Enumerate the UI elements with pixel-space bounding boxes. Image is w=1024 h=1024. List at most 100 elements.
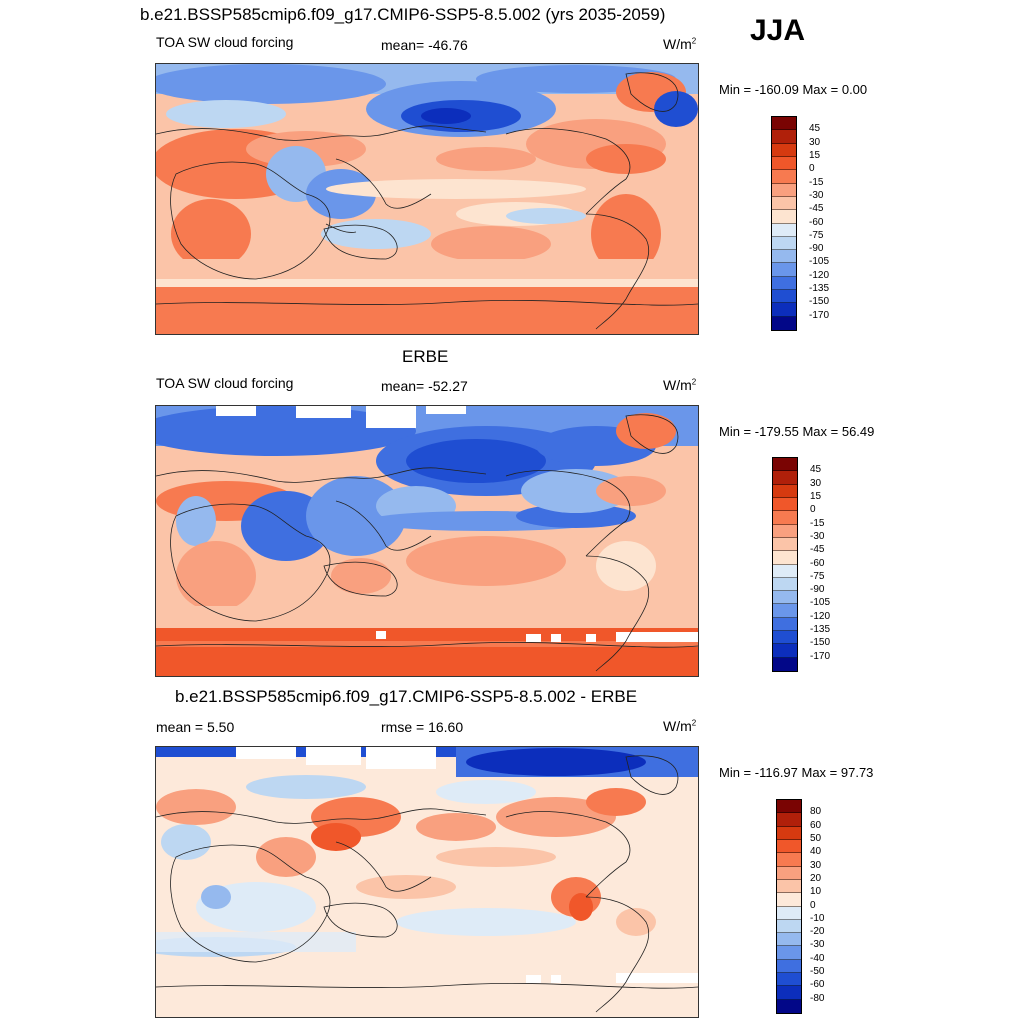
colorbar-swatch <box>777 839 801 854</box>
colorbar-tick-label: -40 <box>810 952 825 964</box>
panel1-units: W/m2 <box>663 36 697 52</box>
colorbar-tick-label: -60 <box>810 557 825 569</box>
colorbar-tick-label: 50 <box>810 832 822 844</box>
colorbar-swatch <box>772 276 796 291</box>
panel3-rmse: rmse = 16.60 <box>381 719 464 735</box>
season-label: JJA <box>750 14 806 47</box>
colorbar-swatch <box>777 986 801 1000</box>
colorbar-swatch <box>772 210 796 224</box>
colorbar-tick-label: -15 <box>809 176 824 188</box>
panel1-variable: TOA SW cloud forcing <box>156 34 294 50</box>
panel2-colorbar-labels: 45 30 15 0 -15 -30 -45 -60 -75 -90 -105 -120 -135 -15… <box>810 457 850 670</box>
panel3-minmax: Min = -116.97 Max = 97.73 <box>719 765 874 780</box>
colorbar-swatch <box>772 236 796 251</box>
colorbar-tick-label: -50 <box>810 966 825 978</box>
colorbar-swatch <box>777 853 801 867</box>
colorbar-tick-label: -105 <box>809 256 830 268</box>
colorbar-tick-label: -120 <box>810 610 831 622</box>
colorbar-tick-label: 45 <box>810 464 822 476</box>
colorbar-tick-label: 0 <box>809 163 815 175</box>
colorbar-tick-label: 40 <box>810 846 822 858</box>
colorbar-tick-label: -45 <box>810 544 825 556</box>
colorbar-tick-label: -150 <box>809 296 830 308</box>
colorbar-swatch <box>773 511 797 525</box>
colorbar-swatch <box>777 933 801 947</box>
colorbar-swatch <box>773 657 797 671</box>
colorbar-tick-label: -30 <box>810 939 825 951</box>
colorbar-swatch <box>773 551 797 565</box>
panel1-map-field <box>156 64 698 334</box>
colorbar-tick-label: 20 <box>810 872 822 884</box>
colorbar-swatch <box>777 879 801 894</box>
colorbar-swatch <box>772 263 796 277</box>
colorbar-swatch <box>777 826 801 840</box>
colorbar-swatch <box>772 156 796 171</box>
colorbar-tick-label: -105 <box>810 597 831 609</box>
colorbar-tick-label: 0 <box>810 504 816 516</box>
colorbar-swatch <box>777 919 801 934</box>
colorbar-tick-label: -10 <box>810 912 825 924</box>
panel3-map <box>155 746 699 1018</box>
colorbar-tick-label: -90 <box>810 584 825 596</box>
colorbar-tick-label: 60 <box>810 819 822 831</box>
colorbar-tick-label: -60 <box>809 216 824 228</box>
colorbar-swatch <box>777 866 801 880</box>
colorbar-tick-label: -20 <box>810 926 825 938</box>
colorbar-tick-label: -170 <box>810 650 831 662</box>
colorbar-swatch <box>773 497 797 512</box>
colorbar-swatch <box>772 143 796 157</box>
colorbar-swatch <box>773 564 797 578</box>
panel3-colorbar <box>776 799 802 1014</box>
panel2-minmax: Min = -179.55 Max = 56.49 <box>719 424 875 439</box>
colorbar-swatch <box>777 959 801 974</box>
panel3-mean: mean = 5.50 <box>156 719 235 735</box>
colorbar-tick-label: 45 <box>809 123 821 135</box>
colorbar-swatch <box>772 250 796 264</box>
colorbar-tick-label: -80 <box>810 992 825 1004</box>
panel2-colorbar <box>772 457 798 672</box>
colorbar-swatch <box>773 591 797 605</box>
colorbar-swatch <box>772 170 796 184</box>
panel1-mean: mean= -46.76 <box>381 37 468 53</box>
colorbar-swatch <box>777 999 801 1013</box>
colorbar-swatch <box>772 316 796 330</box>
colorbar-swatch <box>773 577 797 592</box>
colorbar-swatch <box>773 471 797 485</box>
colorbar-swatch <box>777 813 801 827</box>
colorbar-swatch <box>777 893 801 907</box>
colorbar-swatch <box>772 223 796 237</box>
colorbar-tick-label: -135 <box>809 283 830 295</box>
panel3-units: W/m2 <box>663 718 697 734</box>
colorbar-swatch <box>773 604 797 618</box>
colorbar-tick-label: -170 <box>809 309 830 321</box>
panel2-heading: ERBE <box>402 347 449 366</box>
colorbar-tick-label: -75 <box>809 229 824 241</box>
colorbar-tick-label: -150 <box>810 637 831 649</box>
panel2-mean: mean= -52.27 <box>381 378 468 394</box>
main-title: b.e21.BSSP585cmip6.f09_g17.CMIP6-SSP5-8.… <box>140 5 666 24</box>
colorbar-swatch <box>777 973 801 987</box>
colorbar-tick-label: -30 <box>810 530 825 542</box>
colorbar-tick-label: 80 <box>810 806 822 818</box>
colorbar-swatch <box>772 117 796 131</box>
colorbar-swatch <box>773 631 797 645</box>
colorbar-tick-label: 0 <box>810 899 816 911</box>
colorbar-tick-label: -90 <box>809 243 824 255</box>
colorbar-tick-label: 30 <box>810 477 822 489</box>
colorbar-tick-label: 30 <box>809 136 821 148</box>
colorbar-swatch <box>772 183 796 197</box>
panel2-units: W/m2 <box>663 377 697 393</box>
colorbar-tick-label: -30 <box>809 189 824 201</box>
colorbar-tick-label: 15 <box>809 149 821 161</box>
colorbar-tick-label: -60 <box>810 979 825 991</box>
panel1-minmax: Min = -160.09 Max = 0.00 <box>719 82 868 97</box>
colorbar-swatch <box>777 906 801 920</box>
colorbar-swatch <box>773 524 797 538</box>
colorbar-tick-label: 30 <box>810 859 822 871</box>
colorbar-swatch <box>773 537 797 552</box>
colorbar-tick-label: -45 <box>809 203 824 215</box>
colorbar-swatch <box>773 617 797 632</box>
colorbar-tick-label: -15 <box>810 517 825 529</box>
colorbar-swatch <box>773 644 797 658</box>
panel1-map <box>155 63 699 335</box>
